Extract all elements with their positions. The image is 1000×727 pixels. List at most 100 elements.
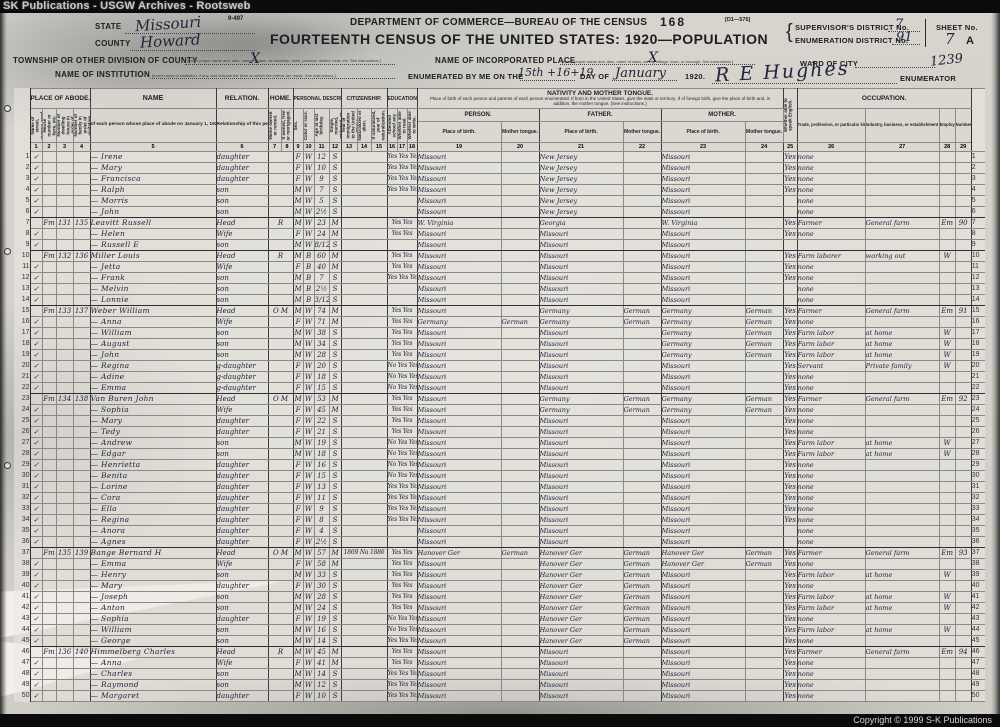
person-mother-tongue bbox=[500, 480, 540, 493]
line-number-right: 23 bbox=[970, 392, 986, 405]
line-number: 26 bbox=[14, 426, 31, 437]
marital-status: S bbox=[328, 425, 342, 438]
mother-birthplace: Missouri bbox=[660, 667, 746, 680]
line-number-right: 26 bbox=[970, 425, 986, 438]
line-number-right: 33 bbox=[970, 502, 986, 515]
sex: M bbox=[292, 634, 304, 647]
marital-status: M bbox=[328, 216, 342, 229]
color-race: W bbox=[302, 623, 315, 636]
father-birthplace: New Jersey bbox=[538, 161, 624, 174]
age: 24 bbox=[313, 601, 330, 614]
occupation-trade: none bbox=[796, 557, 866, 570]
person-name: — John bbox=[89, 348, 217, 361]
occupation-trade: Farm labor bbox=[796, 623, 866, 636]
citizenship bbox=[340, 524, 388, 537]
father-birthplace: Missouri bbox=[538, 348, 624, 361]
occupation-trade: Farm labor bbox=[796, 348, 866, 361]
color-race: W bbox=[302, 392, 315, 405]
relation: daughter bbox=[215, 458, 269, 471]
farm-schedule-number bbox=[954, 293, 972, 306]
home-tenure bbox=[267, 502, 294, 515]
father-birthplace: Germany bbox=[538, 403, 624, 416]
relation: son bbox=[215, 282, 269, 295]
line-number-right: 31 bbox=[970, 480, 986, 493]
person-mother-tongue bbox=[500, 667, 540, 680]
house-farm: Fm bbox=[41, 249, 57, 262]
form-number: 9-497 bbox=[228, 16, 244, 22]
employment-class bbox=[938, 183, 956, 196]
occupation-industry bbox=[864, 381, 940, 394]
mother-mother-tongue bbox=[744, 227, 784, 240]
line-number-right: 2 bbox=[970, 161, 986, 174]
employment-class: Em bbox=[938, 392, 956, 405]
census-row: 10 Fm 132 136 Miller Louis Head R M B 60 M Yes Yes M… bbox=[14, 249, 986, 262]
home-tenure bbox=[267, 590, 294, 603]
dwelling-number bbox=[55, 623, 74, 636]
father-mother-tongue bbox=[622, 502, 662, 515]
mother-mother-tongue bbox=[744, 469, 784, 482]
column-number: 19 bbox=[416, 141, 502, 152]
line-number: 24 bbox=[14, 404, 31, 415]
house-farm bbox=[41, 282, 57, 295]
speaks-english: Yes bbox=[782, 326, 798, 339]
person-mother-tongue bbox=[500, 304, 540, 317]
family-number bbox=[72, 623, 91, 636]
sex: M bbox=[292, 304, 304, 317]
father-mother-tongue bbox=[622, 370, 662, 383]
home-tenure bbox=[267, 315, 294, 328]
education-marks: Yes Yes bbox=[386, 227, 418, 240]
occupation-trade: Farm labor bbox=[796, 601, 866, 614]
farm-schedule-number bbox=[954, 227, 972, 240]
mother-birthplace: Germany bbox=[660, 315, 746, 328]
sex: F bbox=[292, 414, 304, 427]
person-mother-tongue bbox=[500, 392, 540, 405]
education-marks bbox=[386, 293, 418, 306]
street-check: ✓ bbox=[29, 161, 43, 174]
father-birthplace: Missouri bbox=[538, 370, 624, 383]
color-race: W bbox=[302, 304, 315, 317]
occupation-industry bbox=[864, 205, 940, 218]
farm-schedule-number bbox=[954, 403, 972, 416]
speaks-english: Yes bbox=[782, 425, 798, 438]
person-mother-tongue bbox=[500, 689, 540, 702]
home-sub-owned-label: Home owned or rented. bbox=[268, 111, 278, 140]
mother-birthplace: Missouri bbox=[660, 689, 746, 702]
street-check: ✓ bbox=[29, 689, 43, 702]
citizenship bbox=[340, 260, 388, 273]
citizenship bbox=[340, 381, 388, 394]
mother-birthplace: Missouri bbox=[660, 678, 746, 691]
person-birthplace: Missouri bbox=[416, 403, 502, 416]
speaks-english: Yes bbox=[782, 436, 798, 449]
mother-mother-tongue bbox=[744, 579, 784, 592]
census-row: 38 ✓ — Emma Wife F W 58 M Yes Yes Missouri Hanover… bbox=[14, 557, 986, 570]
person-name: — Henrietta bbox=[89, 458, 217, 471]
person-name: — John bbox=[89, 205, 217, 218]
age: 34 bbox=[313, 337, 330, 350]
viewer-bottom-bar: Copyright © 1999 S-K Publications bbox=[0, 714, 1000, 727]
citizenship bbox=[340, 293, 388, 306]
personal-sub-marital-label: Single, married, widowed, or divorced. bbox=[329, 112, 342, 139]
mother-birthplace: Germany bbox=[660, 348, 746, 361]
father-birthplace: Georgia bbox=[538, 216, 624, 229]
farm-schedule-number: 94 bbox=[954, 645, 972, 658]
census-row: 28 ✓ — Edgar son M W 18 S No Yes Yes Missouri Miss… bbox=[14, 447, 986, 460]
person-mother-tongue bbox=[500, 293, 540, 306]
education-marks: Yes Yes bbox=[386, 216, 418, 229]
relation: son bbox=[215, 183, 269, 196]
relation: Head bbox=[215, 546, 269, 559]
mother-birthplace: Missouri bbox=[660, 601, 746, 614]
employment-class bbox=[938, 403, 956, 416]
census-row: 45 ✓ — George son M W 14 S Yes Yes Yes Missouri Ha… bbox=[14, 634, 986, 647]
citizenship bbox=[340, 678, 388, 691]
citizenship bbox=[340, 491, 388, 504]
age: 24 bbox=[313, 227, 330, 240]
father-mother-tongue bbox=[622, 227, 662, 240]
person-birthplace: Missouri bbox=[416, 260, 502, 273]
person-mt-header: Mother tongue. bbox=[500, 121, 540, 143]
color-race: W bbox=[302, 656, 315, 669]
speaks-english: Yes bbox=[782, 590, 798, 603]
person-mother-tongue bbox=[500, 249, 540, 262]
relation: son bbox=[215, 271, 269, 284]
street-check: ✓ bbox=[29, 502, 43, 515]
sheet-letter: A bbox=[966, 35, 975, 47]
